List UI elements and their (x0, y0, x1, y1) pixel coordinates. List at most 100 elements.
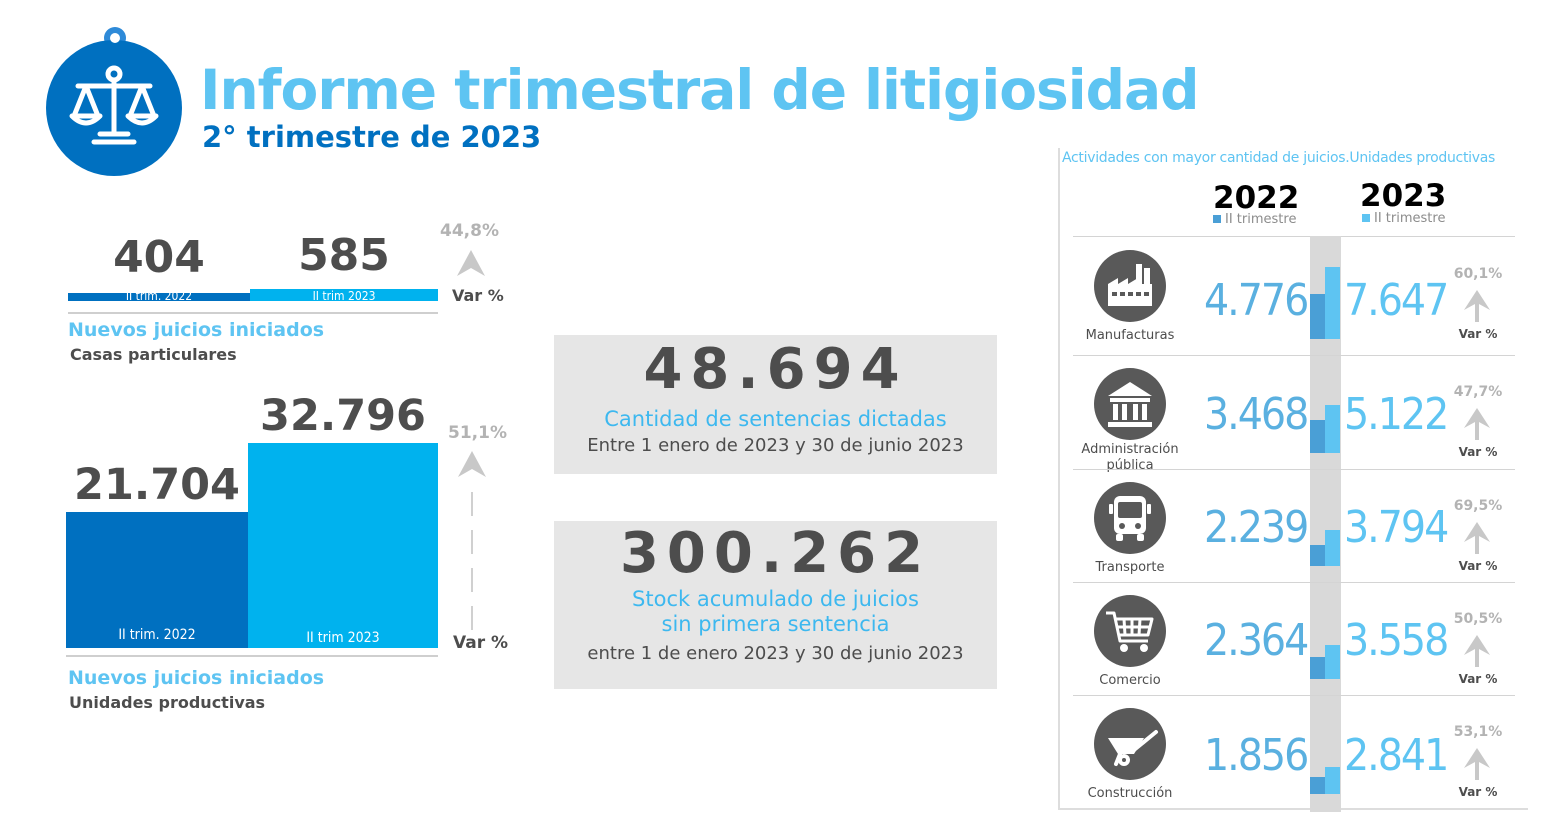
up-arrow-icon (458, 451, 486, 477)
factory-icon (1094, 250, 1166, 322)
actividades-title: Actividades con mayor cantidad de juicio… (1062, 150, 1495, 166)
year-2022-header: 2022 (1213, 180, 1300, 216)
mini-bar-2022 (1310, 294, 1325, 339)
logo (46, 40, 182, 176)
activity-name: Construcción (1065, 786, 1195, 802)
value-2022: 2.364 (1204, 615, 1309, 666)
row-separator (1073, 469, 1515, 470)
up-arrow-icon (1464, 748, 1490, 780)
unidades-caption: Nuevos juicios iniciados (68, 667, 325, 689)
unidades-bar-label-2022: II trim. 2022 (118, 627, 196, 643)
value-2023: 3.794 (1344, 502, 1449, 553)
value-2022: 3.468 (1204, 389, 1309, 440)
value-2023: 7.647 (1344, 275, 1449, 326)
activity-name: Comercio (1065, 673, 1195, 689)
casas-pct: 44,8% (440, 221, 499, 241)
bus-icon-glyph (1109, 496, 1151, 541)
unidades-baseline (66, 655, 438, 657)
activity-name: Manufacturas (1065, 328, 1195, 344)
up-arrow-icon (457, 250, 485, 276)
mini-bar-2022 (1310, 420, 1325, 453)
casas-bar-label-2023: II trim 2023 (312, 289, 376, 303)
government-building-icon (1094, 368, 1166, 440)
stock-period: entre 1 de enero 2023 y 30 de junio 2023 (587, 643, 964, 664)
activity-name-line1: Construcción (1087, 786, 1173, 801)
dashed-line (471, 492, 473, 632)
actividades-panel (1058, 148, 1528, 810)
variation-pct: 60,1% (1453, 266, 1503, 282)
unidades-var-label: Var % (453, 633, 509, 653)
casas-caption: Nuevos juicios iniciados (68, 319, 325, 341)
casas-bar-2023 (250, 289, 438, 301)
row-separator (1073, 355, 1515, 356)
panel-top-line (1073, 236, 1515, 237)
activity-name-line2: pública (1106, 458, 1154, 473)
mini-bar-2023 (1325, 767, 1340, 794)
legend-label-2023: II trimestre (1374, 211, 1446, 226)
unidades-bar-2022 (66, 512, 248, 648)
casas-baseline (68, 312, 438, 314)
variation-pct: 69,5% (1453, 498, 1503, 514)
casas-var-label: Var % (452, 286, 504, 305)
row-separator (1073, 695, 1515, 696)
value-2022: 2.239 (1204, 502, 1309, 553)
mini-bar-2023 (1325, 267, 1340, 339)
mini-bar-2023 (1325, 405, 1340, 453)
sentencias-box: 48.694 Cantidad de sentencias dictadas E… (554, 335, 997, 474)
variation-pct: 50,5% (1453, 611, 1503, 627)
legend-label-2022: II trimestre (1225, 212, 1297, 227)
activity-name-line1: Comercio (1099, 673, 1161, 688)
wheelbarrow-icon-glyph (1108, 730, 1158, 766)
scales-of-justice-icon (69, 65, 159, 145)
bus-icon (1094, 482, 1166, 554)
government-building-icon-glyph (1108, 382, 1152, 427)
legend-2022: II trimestre (1213, 212, 1296, 227)
variation-label: Var % (1458, 672, 1498, 686)
value-2022: 1.856 (1204, 730, 1309, 781)
up-arrow-icon (1464, 522, 1490, 554)
sentencias-value: 48.694 (643, 337, 908, 402)
up-arrow-icon (1464, 635, 1490, 667)
legend-2023: II trimestre (1362, 211, 1445, 226)
up-arrow-icon (1464, 408, 1490, 440)
shopping-cart-icon (1094, 595, 1166, 667)
variation-pct: 47,7% (1453, 384, 1503, 400)
sentencias-period: Entre 1 enero de 2023 y 30 de junio 2023 (587, 435, 964, 456)
variation-label: Var % (1458, 559, 1498, 573)
unidades-bar-label-2023: II trim 2023 (306, 630, 380, 646)
up-arrow-icon (1464, 290, 1490, 322)
casas-value-2022: 404 (113, 232, 205, 283)
unidades-value-2023: 32.796 (260, 391, 426, 441)
mini-bar-2023 (1325, 645, 1340, 679)
unidades-subcaption: Unidades productivas (69, 693, 266, 712)
legend-swatch-2022 (1213, 215, 1221, 223)
sentencias-caption: Cantidad de sentencias dictadas (604, 407, 947, 431)
value-2023: 2.841 (1344, 730, 1449, 781)
page-subtitle: 2° trimestre de 2023 (202, 120, 542, 154)
casas-subcaption: Casas particulares (70, 345, 237, 364)
mini-bar-2022 (1310, 777, 1325, 794)
unidades-bar-2023 (248, 443, 438, 648)
variation-pct: 53,1% (1453, 724, 1503, 740)
activity-name-line1: Administración (1081, 442, 1179, 457)
unidades-pct: 51,1% (448, 423, 507, 443)
row-separator (1073, 582, 1515, 583)
logo-pin-dot (110, 33, 120, 43)
value-2022: 4.776 (1204, 275, 1309, 326)
shopping-cart-icon-glyph (1106, 611, 1154, 652)
value-2023: 3.558 (1344, 615, 1449, 666)
variation-label: Var % (1458, 445, 1498, 459)
stock-caption-line1: Stock acumulado de juicios (632, 587, 919, 611)
mini-bar-2022 (1310, 657, 1325, 679)
variation-label: Var % (1458, 327, 1498, 341)
wheelbarrow-icon (1094, 708, 1166, 780)
factory-icon-glyph (1108, 264, 1152, 306)
stock-box: 300.262 Stock acumulado de juicios sin p… (554, 521, 997, 689)
casas-bar-2022 (68, 293, 250, 301)
casas-value-2023: 585 (298, 230, 390, 281)
legend-swatch-2023 (1362, 214, 1370, 222)
page-title: Informe trimestral de litigiosidad (200, 58, 1199, 122)
activity-name: Transporte (1065, 560, 1195, 576)
value-2023: 5.122 (1344, 389, 1449, 440)
activity-name-line1: Manufacturas (1085, 328, 1175, 343)
